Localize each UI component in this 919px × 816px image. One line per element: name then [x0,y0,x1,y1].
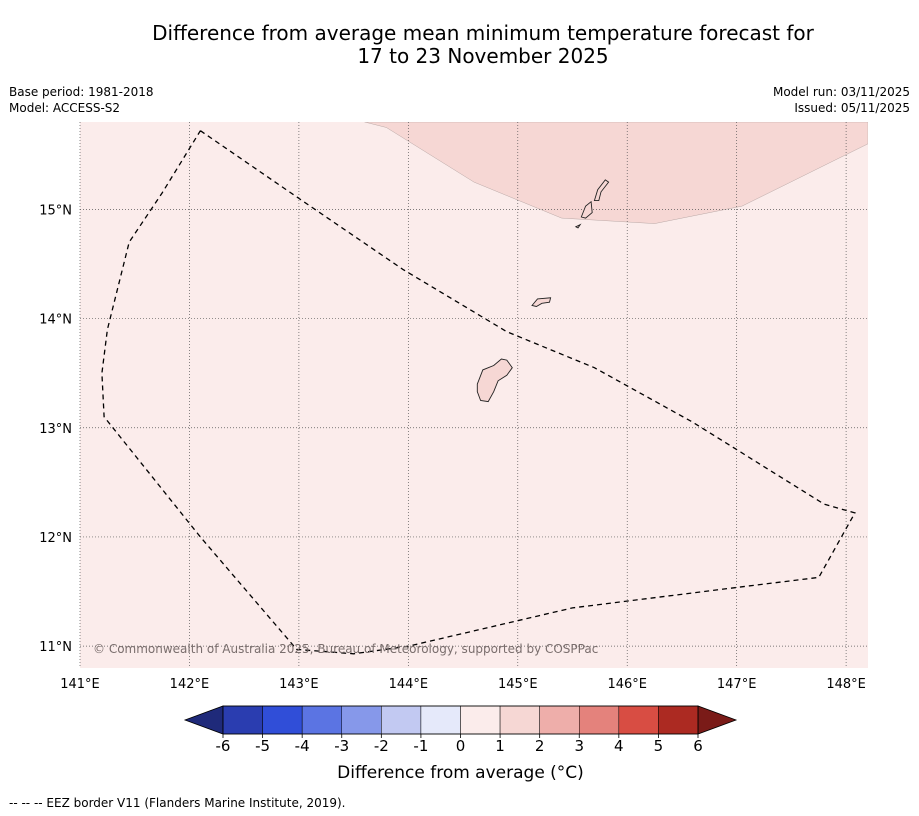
lon-tick-label: 146°E [607,677,647,692]
lon-tick-label: 142°E [170,677,210,692]
model-name: Model: ACCESS-S2 [9,101,121,115]
colorbar-tick-label: 5 [654,737,664,755]
title-line-1: Difference from average mean minimum tem… [152,21,814,45]
island-tinian [580,200,593,219]
meta-right: Model run: 03/11/2025 Issued: 05/11/2025 [773,84,910,116]
lon-tick-label: 147°E [717,677,757,692]
colorbar-tick-label: 2 [535,737,545,755]
colorbar-under-arrow [183,705,224,735]
colorbar: -6 -5 -4 -3 -2 -1 0 1 2 3 4 5 6 [183,705,738,755]
colorbar-tick-label: -4 [295,737,310,755]
lon-tick-label: 141°E [60,677,100,692]
copyright-credit: © Commonwealth of Australia 2025, Bureau… [93,642,598,656]
colorbar-tick-label: 3 [574,737,584,755]
lat-tick-label: 15°N [39,203,72,218]
anomaly-1-to-2-zone [364,122,868,224]
issued-date: Issued: 05/11/2025 [794,101,910,115]
plot-area: 141°E 142°E 143°E 144°E 145°E 146°E 147°E 148°E… [39,122,868,692]
model-run: Model run: 03/11/2025 [772,85,910,99]
colorbar-bin [341,705,382,735]
colorbar-tick-label: -5 [255,737,270,755]
map-title: Difference from average mean minimum tem… [0,22,919,68]
colorbar-bin [618,705,659,735]
lat-tick-label: 13°N [39,422,72,437]
colorbar-bin [420,705,461,735]
lat-tick-label: 11°N [39,640,72,655]
island-saipan [593,179,610,202]
colorbar-over-arrow [697,705,738,735]
colorbar-bin [499,705,540,735]
colorbar-tick-label: -6 [216,737,231,755]
eez-border [101,130,856,655]
colorbar-tick-label: -1 [413,737,428,755]
footnote: -- -- -- EEZ border V11 (Flanders Marine… [9,796,346,810]
colorbar-tick-label: 4 [614,737,624,755]
colorbar-tick-label: 1 [495,737,505,755]
colorbar-bin [579,705,620,735]
lon-tick-label: 143°E [279,677,319,692]
island-aguijan [574,223,582,229]
lat-tick-label: 14°N [39,313,72,328]
colorbar-bin [222,705,263,735]
colorbar-bin [262,705,303,735]
island-rota [531,297,552,307]
lon-tick-label: 144°E [389,677,429,692]
island-guam [476,358,513,403]
colorbar-bin [460,705,501,735]
colorbar-bin [381,705,422,735]
colorbar-tick-label: 0 [456,737,466,755]
title-line-2: 17 to 23 November 2025 [357,44,609,68]
colorbar-tick-label: 6 [693,737,703,755]
colorbar-label: Difference from average (°C) [337,763,584,783]
colorbar-bin [539,705,580,735]
colorbar-tick-label: -3 [334,737,349,755]
lon-tick-label: 145°E [498,677,538,692]
colorbar-bin [301,705,342,735]
base-period: Base period: 1981-2018 [9,85,154,99]
lon-tick-label: 148°E [826,677,866,692]
meta-left: Base period: 1981-2018 Model: ACCESS-S2 [9,84,154,116]
colorbar-bin [658,705,699,735]
lat-tick-label: 12°N [39,531,72,546]
colorbar-tick-label: -2 [374,737,389,755]
